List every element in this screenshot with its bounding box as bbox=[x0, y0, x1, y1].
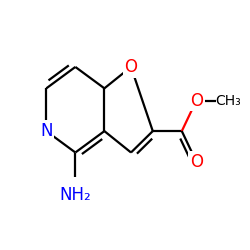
Text: N: N bbox=[40, 122, 52, 140]
Text: CH₃: CH₃ bbox=[216, 94, 242, 108]
Text: O: O bbox=[190, 92, 203, 110]
Text: NH₂: NH₂ bbox=[60, 186, 91, 204]
Text: O: O bbox=[190, 153, 203, 171]
Text: O: O bbox=[124, 58, 138, 76]
